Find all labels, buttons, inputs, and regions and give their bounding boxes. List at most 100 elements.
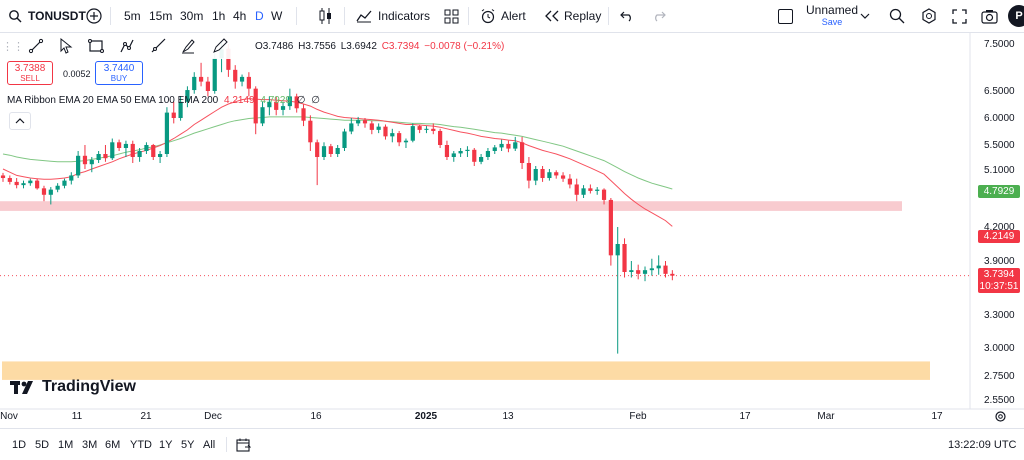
candle[interactable] [294, 93, 299, 113]
candle[interactable] [28, 178, 33, 186]
candle[interactable] [622, 238, 627, 278]
candle[interactable] [253, 86, 258, 135]
path-tool[interactable] [117, 36, 137, 56]
range-1d[interactable]: 1D [12, 429, 26, 460]
candle[interactable] [519, 136, 525, 169]
candle[interactable] [35, 178, 40, 190]
candle[interactable] [157, 151, 163, 163]
candle[interactable] [383, 124, 388, 140]
candle[interactable] [424, 126, 429, 134]
candle[interactable] [55, 183, 60, 193]
candle[interactable] [574, 178, 579, 202]
redo-button[interactable] [652, 0, 666, 32]
candle[interactable] [485, 148, 491, 160]
candle[interactable] [328, 143, 333, 157]
fullscreen-button[interactable] [952, 0, 967, 32]
candle[interactable] [7, 175, 12, 185]
cursor-tool[interactable] [56, 36, 76, 56]
candle[interactable] [96, 151, 101, 163]
candle[interactable] [342, 128, 347, 151]
candle[interactable] [533, 166, 538, 186]
candle[interactable] [239, 74, 245, 87]
buy-button[interactable]: 3.7440 BUY [95, 61, 143, 85]
candle[interactable] [479, 154, 484, 165]
axis-settings-button[interactable] [994, 410, 1007, 428]
candle[interactable] [390, 128, 395, 143]
candle[interactable] [274, 96, 279, 116]
candle[interactable] [185, 86, 190, 108]
range-3m[interactable]: 3M [82, 429, 97, 460]
goto-date-button[interactable] [236, 429, 251, 460]
range-6m[interactable]: 6M [105, 429, 120, 460]
ema20-line[interactable] [2, 98, 673, 227]
candle[interactable] [656, 255, 661, 275]
candle[interactable] [588, 184, 593, 194]
candle[interactable] [636, 264, 641, 280]
layout-checkbox[interactable] [778, 0, 793, 32]
chart-type-button[interactable] [318, 0, 334, 32]
candle[interactable] [267, 96, 272, 116]
candle[interactable] [0, 172, 6, 182]
candle[interactable] [670, 270, 675, 281]
candle[interactable] [608, 198, 613, 266]
interval-15m[interactable]: 15m [149, 0, 172, 32]
candle[interactable] [41, 185, 47, 202]
alert-button[interactable]: Alert [480, 0, 526, 32]
candle[interactable] [458, 148, 463, 157]
candle[interactable] [178, 96, 183, 121]
quick-search-button[interactable] [889, 0, 905, 32]
layout-templates-button[interactable] [444, 0, 459, 32]
candle[interactable] [192, 72, 197, 94]
candle[interactable] [410, 123, 415, 143]
interval-w[interactable]: W [271, 0, 282, 32]
candle[interactable] [444, 140, 450, 160]
candle[interactable] [369, 120, 374, 135]
candle[interactable] [438, 128, 443, 148]
range-ytd[interactable]: YTD [130, 429, 152, 460]
support-zone[interactable] [0, 201, 902, 211]
candle[interactable] [21, 180, 26, 189]
candle[interactable] [403, 138, 409, 148]
rectangle-tool[interactable] [86, 36, 106, 56]
candle[interactable] [492, 145, 497, 154]
candle[interactable] [130, 140, 135, 163]
candle[interactable] [69, 172, 74, 185]
candle[interactable] [560, 172, 566, 182]
candle[interactable] [260, 101, 265, 127]
ray-tool[interactable] [148, 36, 168, 56]
interval-d-active[interactable]: D [255, 0, 264, 32]
candle[interactable] [117, 139, 122, 151]
candle[interactable] [14, 178, 19, 189]
candle[interactable] [315, 139, 320, 186]
layout-menu-button[interactable] [860, 0, 870, 32]
candle[interactable] [280, 101, 286, 116]
indicators-button[interactable]: Indicators [356, 0, 430, 32]
interval-5m[interactable]: 5m [124, 0, 141, 32]
collapse-legend-button[interactable] [9, 112, 31, 130]
compare-symbol-button[interactable] [86, 0, 102, 32]
range-1m[interactable]: 1M [58, 429, 73, 460]
symbol-search[interactable]: TONUSDT [8, 0, 86, 32]
ema50-line[interactable] [2, 116, 673, 190]
candle[interactable] [526, 157, 532, 189]
candle[interactable] [301, 104, 306, 127]
range-all[interactable]: All [203, 429, 215, 460]
undo-button[interactable] [620, 0, 634, 32]
interval-30m[interactable]: 30m [180, 0, 203, 32]
candle[interactable] [615, 227, 620, 354]
candle[interactable] [205, 76, 210, 97]
candle[interactable] [649, 258, 654, 276]
brush-tool[interactable] [178, 36, 198, 56]
candle[interactable] [144, 142, 149, 154]
replay-button[interactable]: Replay [544, 0, 601, 32]
candle[interactable] [629, 261, 634, 278]
candle[interactable] [233, 65, 238, 89]
candle[interactable] [356, 116, 361, 127]
candle[interactable] [62, 178, 67, 189]
price-chart[interactable] [0, 33, 1024, 425]
candle[interactable] [151, 143, 156, 160]
candle[interactable] [308, 115, 313, 151]
candle[interactable] [89, 157, 94, 173]
trendline-tool[interactable] [26, 36, 46, 56]
candle[interactable] [349, 118, 354, 135]
